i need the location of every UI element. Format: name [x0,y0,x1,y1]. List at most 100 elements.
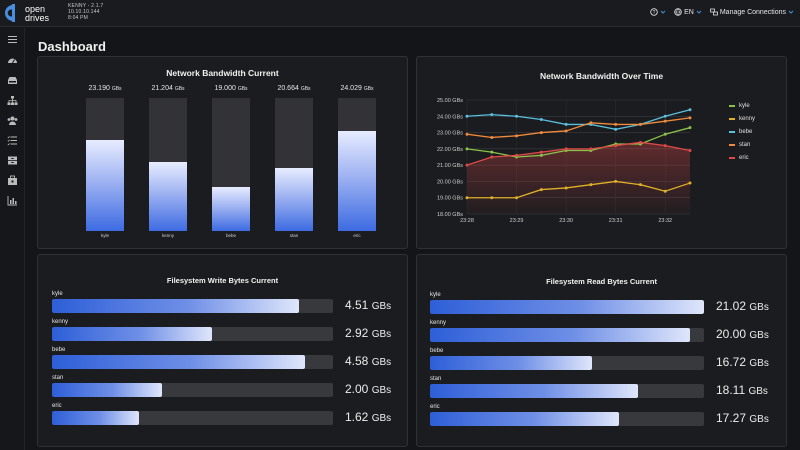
open-drives-logo[interactable]: open drives [4,3,66,24]
series-line-kyle [466,127,691,158]
fs-bar-eric [52,411,140,425]
fs-row-name: eric [430,404,440,410]
logo-line1: open [25,4,45,14]
legend-item-kenny[interactable]: kenny [729,116,755,122]
bar-track [149,98,187,231]
bar-kyle [86,140,124,231]
data-point-stan [490,135,494,139]
data-point-stan [564,129,568,133]
chevron-down-icon [788,10,794,14]
bar-category-label: stan [289,233,299,238]
question-circle-icon: ? [650,8,658,16]
fs-bar-track [52,383,333,397]
legend-label: kyle [739,103,750,109]
bar-unit: GBs [111,86,122,92]
data-point-stan [614,122,618,126]
bar-track [275,98,313,231]
fs-value-unit: GBs [371,357,392,368]
fs-bar-track [52,327,333,341]
y-tick-label: 22.00 GBs [437,147,463,153]
legend-item-kyle[interactable]: kyle [729,103,750,109]
fs-row-value: 4.58 GBs [345,354,391,368]
bar-kenny [149,162,187,231]
data-point-kenny [515,196,519,200]
fs-row-name: stan [430,376,442,382]
fs-row-name: eric [52,403,62,409]
globe-icon [674,8,682,16]
connections-icon [709,8,718,16]
fs-bar-track [430,412,704,426]
legend-swatch [729,144,735,146]
legend-item-stan[interactable]: stan [729,142,750,148]
data-point-kenny [638,183,642,187]
data-point-kenny [688,181,692,185]
fs-value-number: 18.11 [716,383,749,397]
bar-value: 19.000 [214,85,238,92]
data-point-stan [515,134,519,138]
fs-bar-bebe [52,355,305,369]
system-ip: 10.10.10.144 [68,9,100,15]
y-tick-label: 23.00 GBs [437,131,463,137]
help-menu[interactable]: ? [650,8,666,16]
data-point-kenny [614,179,618,183]
fs-row-name: kenny [52,319,69,325]
users-icon[interactable] [7,115,18,126]
bar-eric [338,130,376,231]
system-time: 8:04 PM [68,15,89,21]
bar-value-label: 23.190 GBs [80,85,130,92]
storage-icon[interactable] [7,75,18,86]
dashboard-icon[interactable] [7,55,18,66]
data-point-bebe [564,122,568,126]
language-menu[interactable]: EN [674,8,702,16]
fs-value-number: 16.72 [716,355,750,369]
data-point-stan [638,122,642,126]
x-tick-label: 23:29 [510,218,524,224]
bar-stan [275,168,313,231]
analytics-icon[interactable] [7,195,18,206]
menu-icon[interactable] [7,34,18,45]
fs-row-name: kyle [430,292,441,298]
chevron-down-icon [696,10,702,14]
bar-category-label: bebe [225,233,236,238]
data-point-bebe [539,118,543,122]
list-icon[interactable] [7,135,18,146]
network-icon[interactable] [7,95,18,106]
language-label: EN [684,8,694,16]
bar-value: 21.204 [151,85,175,92]
panel-title: Filesystem Read Bytes Current [546,277,657,286]
y-tick-label: 19.00 GBs [437,196,463,202]
data-point-kenny [589,183,593,187]
archive-icon[interactable] [7,155,18,166]
data-point-kenny [465,196,469,200]
bar-track [338,98,376,231]
bar-bebe [212,186,250,231]
system-name: KENNY - 2.1.7 [68,3,104,9]
legend-item-eric[interactable]: eric [729,155,749,161]
legend-label: kenny [739,116,756,122]
legend-swatch [729,105,735,107]
bar-category-label: eric [353,233,361,238]
data-point-eric [589,147,593,151]
legend-item-bebe[interactable]: bebe [729,129,752,135]
fs-row-value: 21.02 GBs [716,299,769,313]
fs-value-unit: GBs [748,386,768,397]
toolbox-icon[interactable] [7,175,18,186]
fs-bar-track [430,300,704,314]
manage-connections-menu[interactable]: Manage Connections [709,8,794,16]
bar-unit: GBs [237,86,248,92]
data-point-bebe [663,114,667,118]
fs-value-number: 4.58 [345,354,372,368]
legend-label: stan [739,142,751,148]
fs-value-number: 4.51 [345,298,372,312]
y-tick-label: 21.00 GBs [437,163,463,169]
fs-row-value: 20.00 GBs [716,327,769,341]
fs-bar-stan [430,384,639,398]
data-point-eric [688,148,692,152]
fs-value-unit: GBs [371,301,392,312]
fs-value-unit: GBs [371,385,392,396]
fs-row-value: 1.62 GBs [345,410,391,424]
fs-bar-track [430,328,704,342]
fs-bar-track [430,356,704,370]
fs-row-name: kyle [52,291,63,297]
series-line-kenny [467,180,691,199]
